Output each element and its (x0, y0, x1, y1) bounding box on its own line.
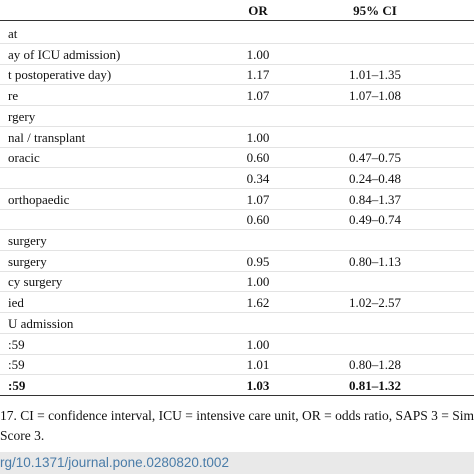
table-cell: 1.03 (246, 377, 270, 393)
table-row: at (0, 23, 474, 44)
footnote: 17. CI = confidence interval, ICU = inte… (0, 408, 474, 423)
table-cell: oracic (8, 150, 40, 166)
table-row: U admission (0, 313, 474, 334)
table-row: ay of ICU admission) 1.00 (0, 44, 474, 65)
table-cell: 1.00 (246, 46, 270, 62)
table-cell: :59 (8, 377, 26, 393)
table-row: t postoperative day) 1.17 1.01–1.35 (0, 64, 474, 86)
table-cell: 0.60 (246, 212, 270, 228)
table-cell: cy surgery (8, 274, 63, 290)
table-cell: 0.95 (246, 253, 270, 269)
table-cell: re (8, 88, 19, 104)
table-cell: OR (248, 3, 268, 18)
table-cell: 1.17 (246, 67, 270, 83)
table-cell: 0.47–0.75 (349, 150, 401, 166)
table-cell: 95% CI (353, 3, 397, 18)
table-cell: 1.00 (246, 129, 270, 145)
table-row: :59 1.00 (0, 334, 474, 355)
table-cell: nal / transplant (8, 129, 86, 145)
footnote: Score 3. (0, 428, 45, 443)
table-cell: t postoperative day) (8, 67, 112, 83)
table-row: rgery (0, 106, 474, 127)
table-cell: 1.02–2.57 (349, 295, 401, 311)
table-cell: 0.60 (246, 150, 270, 166)
table-cell: surgery (8, 253, 47, 269)
table-row: re 1.07 1.07–1.08 (0, 85, 474, 107)
table-cell: :59 (8, 357, 25, 373)
table-cell: orthopaedic (8, 191, 70, 207)
table-cell: rgery (8, 108, 36, 124)
table-cell: 1.01–1.35 (349, 67, 401, 83)
table-cell: 0.80–1.28 (349, 357, 401, 373)
table-row: orthopaedic 1.07 0.84–1.37 (0, 189, 474, 210)
table-row: surgery 0.95 0.80–1.13 (0, 251, 474, 272)
table-cell: 0.24–0.48 (349, 170, 401, 186)
table-cell: 1.62 (246, 295, 270, 311)
doi-bar: rg/10.1371/journal.pone.0280820.t002 (0, 452, 474, 474)
table-cell: 1.07 (246, 88, 270, 104)
table-row: ied 1.62 1.02–2.57 (0, 292, 474, 314)
table-row: :59 1.01 0.80–1.28 (0, 354, 474, 376)
table-cell: 0.81–1.32 (349, 377, 401, 393)
table-cell: 0.49–0.74 (349, 212, 401, 228)
table-cell: 1.07–1.08 (349, 88, 401, 104)
table-row: cy surgery 1.00 (0, 271, 474, 293)
table-row: oracic 0.60 0.47–0.75 (0, 147, 474, 169)
table-row: 0.34 0.24–0.48 (0, 168, 474, 189)
table-row: OR 95% CI (0, 0, 474, 21)
table-row: surgery (0, 230, 474, 251)
table-cell: 0.84–1.37 (349, 191, 401, 207)
table-cell: U admission (8, 315, 74, 331)
table-cell: surgery (8, 233, 47, 248)
table-row: nal / transplant 1.00 (0, 127, 474, 148)
table-cell: at (8, 26, 18, 41)
table-cell: 1.01 (246, 357, 270, 373)
table-cell: ay of ICU admission) (8, 46, 121, 62)
table-row: 0.60 0.49–0.74 (0, 209, 474, 231)
table-cell: 0.80–1.13 (349, 253, 401, 269)
table-row: :59 1.03 0.81–1.32 (0, 375, 474, 396)
table-cell: 0.34 (246, 170, 270, 186)
table-cell: ied (8, 295, 24, 311)
table-cell: 1.07 (246, 191, 270, 207)
doi-link[interactable]: rg/10.1371/journal.pone.0280820.t002 (0, 455, 229, 470)
table-cell: 1.00 (246, 336, 270, 352)
table-cell: :59 (8, 336, 25, 352)
table-cell: 1.00 (246, 274, 270, 290)
